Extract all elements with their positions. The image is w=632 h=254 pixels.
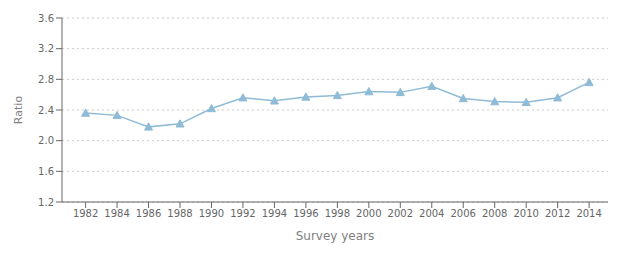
svg-text:1986: 1986 bbox=[136, 208, 161, 219]
svg-text:3.2: 3.2 bbox=[38, 43, 54, 54]
svg-text:2010: 2010 bbox=[513, 208, 538, 219]
svg-text:2.8: 2.8 bbox=[38, 74, 54, 85]
svg-text:2000: 2000 bbox=[356, 208, 381, 219]
svg-text:1982: 1982 bbox=[73, 208, 98, 219]
svg-text:2.4: 2.4 bbox=[38, 105, 54, 116]
svg-text:1.6: 1.6 bbox=[38, 166, 54, 177]
svg-text:1994: 1994 bbox=[262, 208, 287, 219]
svg-text:1990: 1990 bbox=[199, 208, 224, 219]
svg-text:1988: 1988 bbox=[167, 208, 192, 219]
svg-text:2012: 2012 bbox=[545, 208, 570, 219]
svg-text:1998: 1998 bbox=[325, 208, 350, 219]
svg-text:3.6: 3.6 bbox=[38, 13, 54, 24]
svg-text:2006: 2006 bbox=[451, 208, 476, 219]
svg-text:Ratio: Ratio bbox=[12, 96, 25, 125]
svg-text:2014: 2014 bbox=[576, 208, 601, 219]
svg-text:Survey years: Survey years bbox=[296, 229, 375, 243]
svg-text:1992: 1992 bbox=[230, 208, 255, 219]
svg-text:2002: 2002 bbox=[388, 208, 413, 219]
svg-text:1.2: 1.2 bbox=[38, 197, 54, 208]
svg-text:1984: 1984 bbox=[104, 208, 129, 219]
svg-text:2008: 2008 bbox=[482, 208, 507, 219]
svg-text:2004: 2004 bbox=[419, 208, 444, 219]
svg-text:1996: 1996 bbox=[293, 208, 318, 219]
svg-text:2.0: 2.0 bbox=[38, 135, 54, 146]
